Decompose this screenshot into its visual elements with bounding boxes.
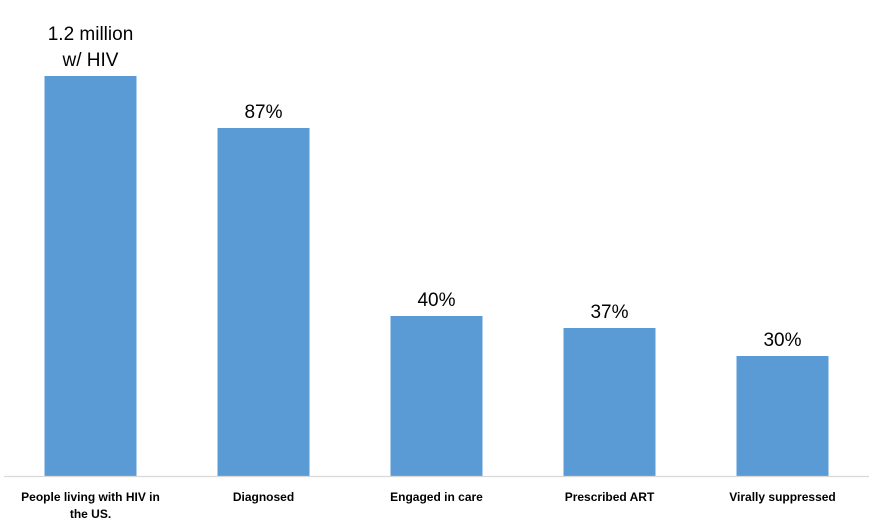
category-label-4: Prescribed ART xyxy=(565,490,655,504)
category-label-1-line-1: People living with HIV in xyxy=(21,490,160,504)
data-label-3: 40% xyxy=(417,290,455,311)
data-label-1-line-2: w/ HIV xyxy=(62,50,119,71)
category-label-2: Diagnosed xyxy=(233,490,294,504)
bar-1 xyxy=(44,76,137,476)
data-label-1-line-1: 1.2 million xyxy=(48,24,134,45)
bar-5 xyxy=(736,356,829,476)
bar-2 xyxy=(217,128,310,476)
data-labels-group: 1.2 million w/ HIV 87% 40% 37% 30% xyxy=(48,24,802,351)
data-label-5: 30% xyxy=(763,330,801,351)
category-label-1-line-2: the US. xyxy=(70,507,111,521)
bar-3 xyxy=(390,316,483,476)
bar-4 xyxy=(563,328,656,476)
category-label-5: Virally suppressed xyxy=(729,490,836,504)
data-label-2: 87% xyxy=(244,102,282,123)
bars-group xyxy=(44,76,829,476)
category-label-3: Engaged in care xyxy=(390,490,483,504)
category-labels-group: People living with HIV in the US. Diagnose… xyxy=(21,490,836,521)
data-label-4: 37% xyxy=(590,302,628,323)
